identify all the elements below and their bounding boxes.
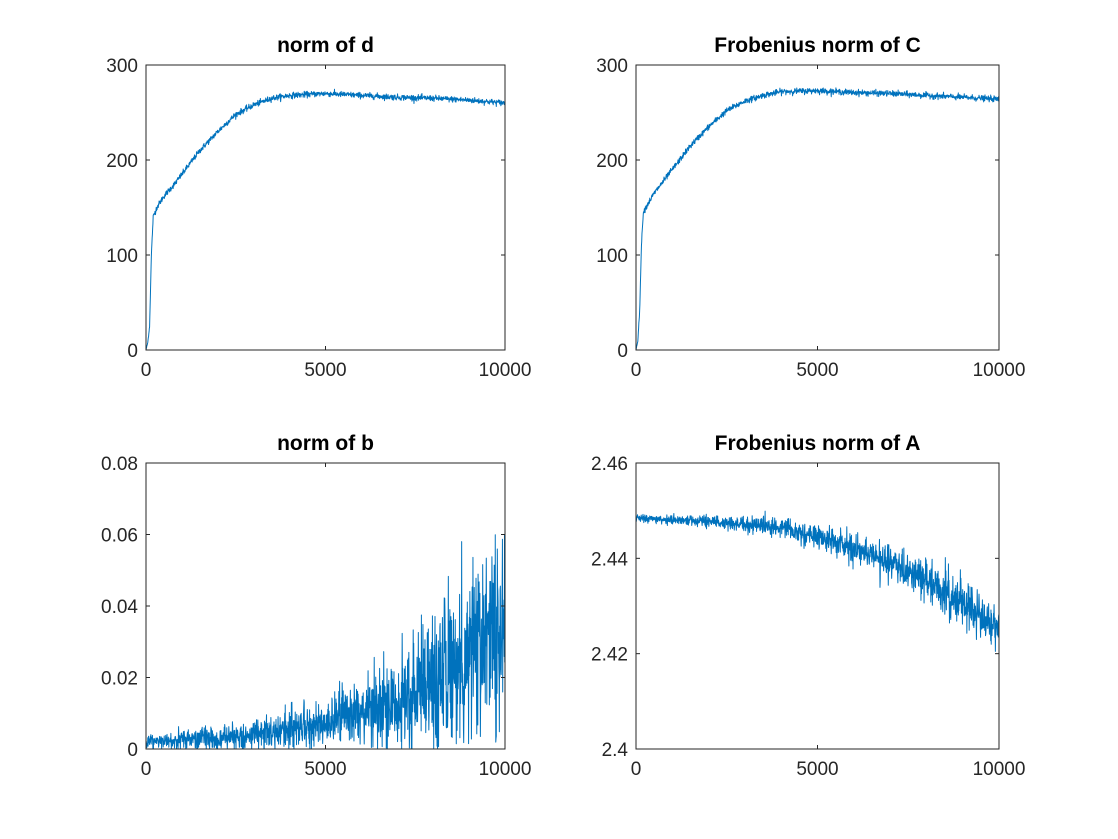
- y-tick-label: 0.02: [101, 669, 138, 690]
- y-tick-label: 200: [106, 151, 138, 172]
- y-tick-label: 2.42: [591, 645, 628, 666]
- chart-title: Frobenius norm of C: [714, 34, 921, 57]
- x-tick-label: 5000: [304, 759, 346, 780]
- x-tick-label: 10000: [973, 360, 1026, 381]
- chart-title: norm of d: [277, 34, 374, 57]
- y-tick-label: 200: [596, 151, 628, 172]
- series-line: [635, 510, 1000, 652]
- subplot-3: 0 5000 10000 0 0.02 0.04 0.06 0.08 norm of b: [101, 432, 531, 780]
- y-tick-label: 0: [127, 341, 138, 362]
- series-line: [635, 87, 1000, 351]
- y-tick-label: 300: [596, 56, 628, 77]
- y-tick-label: 2.44: [591, 549, 628, 570]
- axes-box: [635, 64, 1000, 351]
- x-tick-label: 10000: [479, 759, 532, 780]
- y-tick-label: 0.04: [101, 597, 138, 618]
- chart-title: norm of b: [277, 432, 374, 455]
- x-tick-label: 10000: [973, 759, 1026, 780]
- subplot-1: 0 5000 10000 0 100 200 300 norm of d: [106, 34, 531, 381]
- x-tick-label: 0: [141, 360, 152, 381]
- y-tick-label: 100: [106, 246, 138, 267]
- axes-box: [145, 64, 506, 351]
- y-tick-label: 100: [596, 246, 628, 267]
- series-line: [145, 88, 506, 351]
- y-tick-label: 0: [617, 341, 628, 362]
- y-tick-label: 300: [106, 56, 138, 77]
- series-line: [145, 534, 506, 750]
- subplot-4: 0 5000 10000 2.4 2.42 2.44 2.46 Frobenius norm …: [591, 432, 1025, 780]
- x-tick-label: 5000: [796, 759, 838, 780]
- y-tick-label: 2.46: [591, 454, 628, 475]
- x-tick-label: 5000: [304, 360, 346, 381]
- subplot-2: 0 5000 10000 0 100 200 300 Frobenius norm of C: [596, 34, 1025, 381]
- y-tick-label: 2.4: [602, 740, 629, 761]
- chart-title: Frobenius norm of A: [715, 432, 921, 455]
- x-tick-label: 10000: [479, 360, 532, 381]
- y-tick-label: 0.08: [101, 454, 138, 475]
- y-tick-label: 0: [127, 740, 138, 761]
- y-tick-label: 0.06: [101, 526, 138, 547]
- x-tick-label: 5000: [796, 360, 838, 381]
- x-tick-label: 0: [631, 759, 642, 780]
- x-tick-label: 0: [141, 759, 152, 780]
- x-tick-label: 0: [631, 360, 642, 381]
